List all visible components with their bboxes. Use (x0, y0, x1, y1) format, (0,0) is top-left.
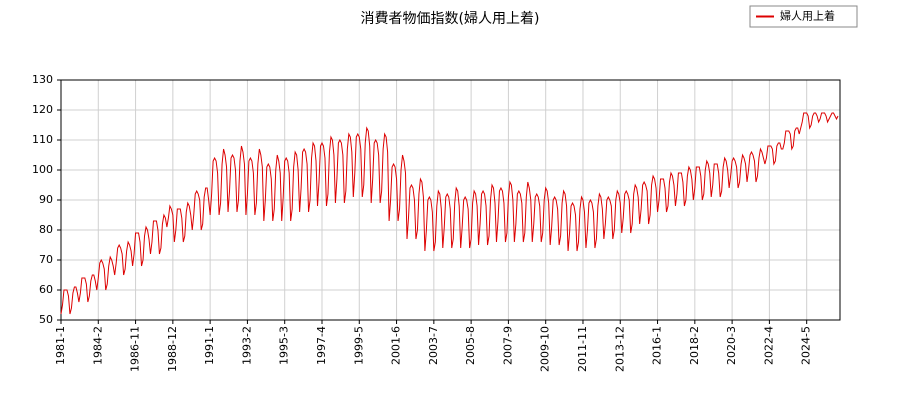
legend-label: 婦人用上着 (780, 9, 835, 23)
x-tick-label: 2024-5 (800, 326, 813, 365)
x-tick-label: 2018-2 (688, 326, 701, 365)
x-tick-label: 1984-2 (91, 326, 104, 365)
x-tick-label: 2007-9 (501, 326, 514, 365)
x-tick-label: 2022-4 (762, 326, 775, 365)
x-tick-label: 1999-5 (352, 326, 365, 365)
y-tick-label: 70 (39, 253, 53, 266)
x-tick-label: 2020-3 (725, 326, 738, 365)
y-tick-label: 100 (32, 163, 53, 176)
y-tick-label: 50 (39, 313, 53, 326)
x-tick-label: 1986-11 (129, 326, 142, 372)
x-tick-label: 2009-10 (539, 326, 552, 372)
data-line (60, 112, 839, 315)
x-tick-label: 1995-3 (278, 326, 291, 365)
x-tick-label: 2005-8 (464, 326, 477, 365)
x-tick-label: 1997-4 (315, 326, 328, 365)
x-tick-label: 2001-6 (390, 326, 403, 365)
legend-box (749, 5, 858, 28)
y-tick-label: 120 (32, 103, 53, 116)
y-tick-label: 90 (39, 193, 53, 206)
x-tick-label: 1993-2 (240, 326, 253, 365)
x-tick-label: 2011-11 (576, 326, 589, 372)
y-tick-label: 110 (32, 133, 53, 146)
x-tick-label: 2016-1 (651, 326, 664, 365)
x-tick-label: 1981-1 (54, 326, 67, 365)
plot-frame (60, 79, 841, 321)
x-tick-label: 1991-1 (203, 326, 216, 365)
y-tick-label: 80 (39, 223, 53, 236)
chart-title: 消費者物価指数(婦人用上着) (361, 10, 540, 27)
x-tick-label: 2003-7 (427, 326, 440, 365)
y-tick-label: 130 (32, 73, 53, 86)
x-tick-label: 2013-12 (613, 326, 626, 372)
y-tick-label: 60 (39, 283, 53, 296)
x-tick-label: 1988-12 (166, 326, 179, 372)
